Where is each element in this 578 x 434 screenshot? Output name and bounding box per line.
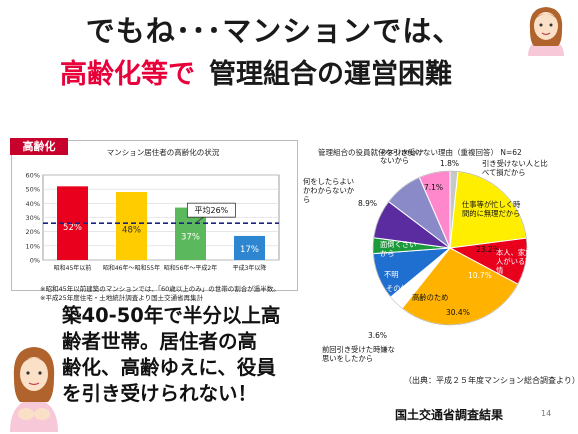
presenter-avatar-top xyxy=(528,7,564,56)
y-tick-label: 0% xyxy=(30,257,40,265)
pie-chart-title: 管理組合の役員就任を引き受けない理由（重複回答） N=62 xyxy=(318,147,570,158)
bar-value-label: 48% xyxy=(122,225,141,235)
aging-badge: 高齢化 xyxy=(10,138,68,155)
body-line: 齢化、高齢ゆえに、役員 xyxy=(62,356,276,379)
pie-value-label: 3.6% xyxy=(340,278,359,287)
bar-value-label: 52% xyxy=(63,223,82,233)
pie-slice-label: 何をしたらよいかわからないから xyxy=(303,177,355,204)
pie-slice-label: 高齢のため xyxy=(412,293,448,302)
pie-value-label: 1.8% xyxy=(440,159,459,168)
pie-slice-label: 前回引き受けた時嫌な思いをしたから xyxy=(322,345,395,363)
pie-chart: 引き受けない人と比べて損だから 1.8% 仕事等が忙しく時間的に無理だから 23.2%… xyxy=(303,150,548,363)
pie-value-label: 30.4% xyxy=(446,308,470,317)
bar xyxy=(116,192,147,260)
y-tick-label: 10% xyxy=(26,242,40,250)
pie-slice-label: 不明 xyxy=(384,270,399,279)
source-caption: （出典：平成２５年度マンション総合調査より） xyxy=(404,376,578,385)
average-callout-pointer xyxy=(195,216,204,224)
pie-value-label: 23.2% xyxy=(476,245,500,254)
pie-value-label: 10.7% xyxy=(468,271,492,280)
body-text: 築40-50年で半分以上高 齢者世帯。居住者の高 齢化、高齢ゆえに、役員 を引き… xyxy=(62,303,312,407)
bar-value-label: 17% xyxy=(240,245,259,255)
title-highlight: 高齢化等で xyxy=(60,59,195,90)
footer-caption: 国土交通省調査結果 xyxy=(395,408,504,422)
bar-chart-notes: ※昭和45年以前建築のマンションでは、「60歳以上のみ」の世帯の割合が過半数。 … xyxy=(40,285,280,303)
y-tick-label: 40% xyxy=(26,200,40,208)
body-line: 齢者世帯。居住者の高 xyxy=(62,330,258,353)
note-line: ※平成25年度住宅・土地統計調査より国土交通省再集計 xyxy=(40,294,204,302)
average-label: 平均26% xyxy=(194,205,228,215)
note-line: ※昭和45年以前建築のマンションでは、「60歳以上のみ」の世帯の割合が過半数。 xyxy=(40,285,280,293)
pie-value-label: 8.9% xyxy=(335,235,354,244)
pie-value-label: 10.7% xyxy=(340,317,364,326)
bar-chart: マンション居住者の高齢化の状況 0% 10% 20% 30% 40% 50% 60% 52% 昭和… xyxy=(26,147,280,272)
pie-value-label: 8.9% xyxy=(358,199,377,208)
page-number: 14 xyxy=(541,409,552,418)
pie-value-label: 7.1% xyxy=(424,183,443,192)
y-tick-label: 50% xyxy=(26,186,40,194)
bar-value-label: 37% xyxy=(181,232,200,242)
y-tick-label: 60% xyxy=(26,172,40,180)
y-tick-label: 30% xyxy=(26,214,40,222)
bar-chart-title: マンション居住者の高齢化の状況 xyxy=(107,147,220,157)
pie-slice-label: 面倒くさいから xyxy=(380,240,416,258)
x-tick-label: 昭和45年以前 xyxy=(54,264,92,272)
presenter-avatar-bottom xyxy=(10,347,58,432)
pie-outline xyxy=(372,170,528,326)
x-tick-label: 昭和56年～平成2年 xyxy=(164,264,217,272)
body-line: 築40-50年で半分以上高 xyxy=(62,304,281,327)
average-callout-box xyxy=(186,202,236,218)
pie-slice-label: あまり関心がないから xyxy=(380,150,424,165)
y-tick-label: 20% xyxy=(26,228,40,236)
pie-slice-label: その他 xyxy=(386,284,409,293)
bar xyxy=(234,235,265,260)
pie-value-label: 3.6% xyxy=(368,331,387,340)
pie-slice-label: 仕事等が忙しく時間的に無理だから xyxy=(462,200,521,218)
pie-slice-label: 引き受けない人と比べて損だから xyxy=(482,159,548,177)
pie-n-label: N=62 xyxy=(500,148,522,157)
pie-slice-label: 本人、家族に病人がいる等の事情 xyxy=(496,248,547,275)
body-line: を引き受けられない！ xyxy=(62,382,258,405)
x-tick-label: 平成3年以降 xyxy=(233,264,267,272)
x-tick-label: 昭和46年～昭和55年 xyxy=(103,264,160,272)
pie-title-text: 管理組合の役員就任を引き受けない理由（重複回答） xyxy=(318,148,498,157)
slide-title-line1: でもね･･･マンションでは、 xyxy=(85,14,463,48)
title-rest: 管理組合の運営困難 xyxy=(209,59,452,90)
slide-title-line2: 高齢化等で 管理組合の運営困難 xyxy=(60,52,530,91)
